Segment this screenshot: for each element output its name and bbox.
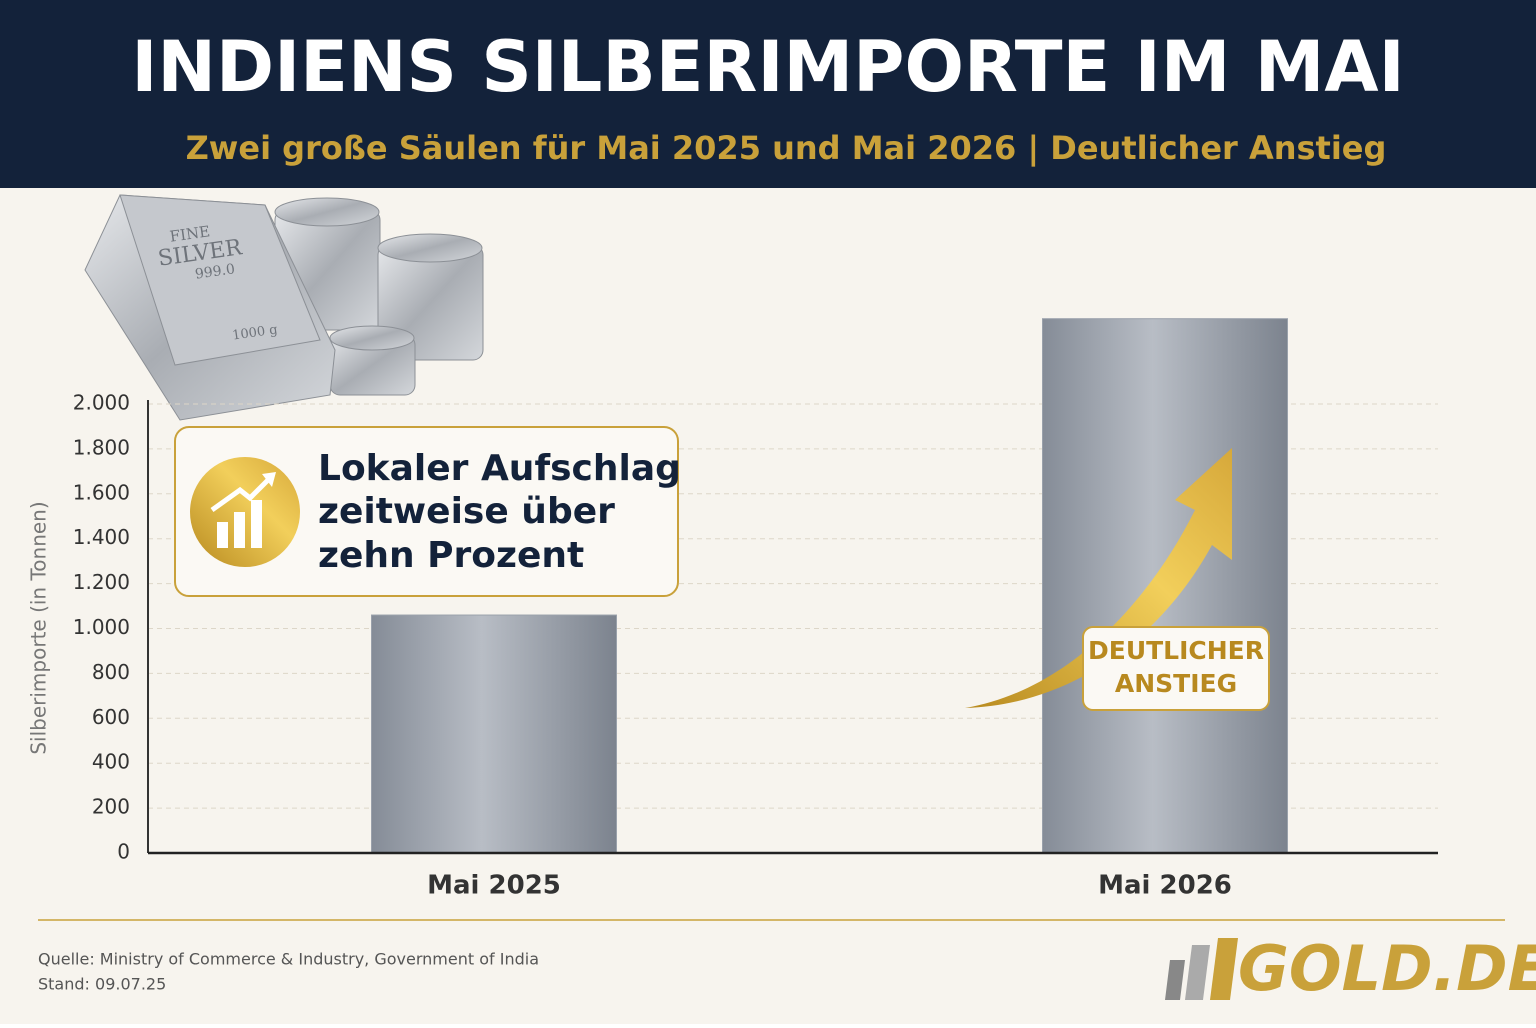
logo-text: GOLD.DE bbox=[1238, 932, 1536, 1005]
source: Quelle: Ministry of Commerce & Industry,… bbox=[38, 950, 539, 969]
y-axis-label: Silberimporte (in Tonnen) bbox=[27, 501, 51, 754]
y-tick-label: 400 bbox=[92, 750, 130, 774]
y-tick-label: 1.800 bbox=[73, 435, 130, 459]
header bbox=[0, 0, 1536, 188]
annotation: DEUTLICHER ANSTIEG bbox=[965, 448, 1270, 711]
y-tick-label: 600 bbox=[92, 705, 130, 729]
logo: GOLD.DE bbox=[1165, 932, 1536, 1005]
callout-text: zeitweise über bbox=[318, 491, 615, 532]
callout: Lokaler Aufschlag zeitweise über zehn Pr… bbox=[174, 426, 681, 597]
image-label: 999.0 bbox=[194, 261, 236, 282]
y-tick-label: 1.400 bbox=[73, 525, 130, 549]
y-tick-label: 200 bbox=[92, 795, 130, 819]
y-tick-label: 2.000 bbox=[73, 391, 130, 415]
chart-title: INDIENS SILBERIMPORTE IM MAI bbox=[131, 26, 1404, 108]
bar bbox=[371, 614, 617, 854]
y-tick-label: 1.200 bbox=[73, 570, 130, 594]
x-tick-label: Mai 2025 bbox=[427, 871, 561, 901]
image-label: 1000 g bbox=[231, 322, 278, 343]
callout-text: Lokaler Aufschlag bbox=[318, 448, 681, 489]
silver-illustration: FINE SILVER 999.0 1000 g bbox=[84, 194, 484, 421]
image-label: FINE bbox=[169, 222, 212, 245]
y-tick-label: 0 bbox=[117, 840, 130, 864]
callout-text: zehn Prozent bbox=[318, 535, 584, 576]
y-tick-label: 1.000 bbox=[73, 615, 130, 639]
y-tick-label: 800 bbox=[92, 660, 130, 684]
annotation-text: ANSTIEG bbox=[1115, 669, 1237, 698]
y-tick-label: 1.600 bbox=[73, 480, 130, 504]
chart-subtitle: Zwei große Säulen für Mai 2025 und Mai 2… bbox=[186, 129, 1387, 168]
x-tick-label: Mai 2026 bbox=[1098, 871, 1232, 901]
date: Stand: 09.07.25 bbox=[38, 975, 166, 994]
annotation-text: DEUTLICHER bbox=[1088, 636, 1264, 665]
